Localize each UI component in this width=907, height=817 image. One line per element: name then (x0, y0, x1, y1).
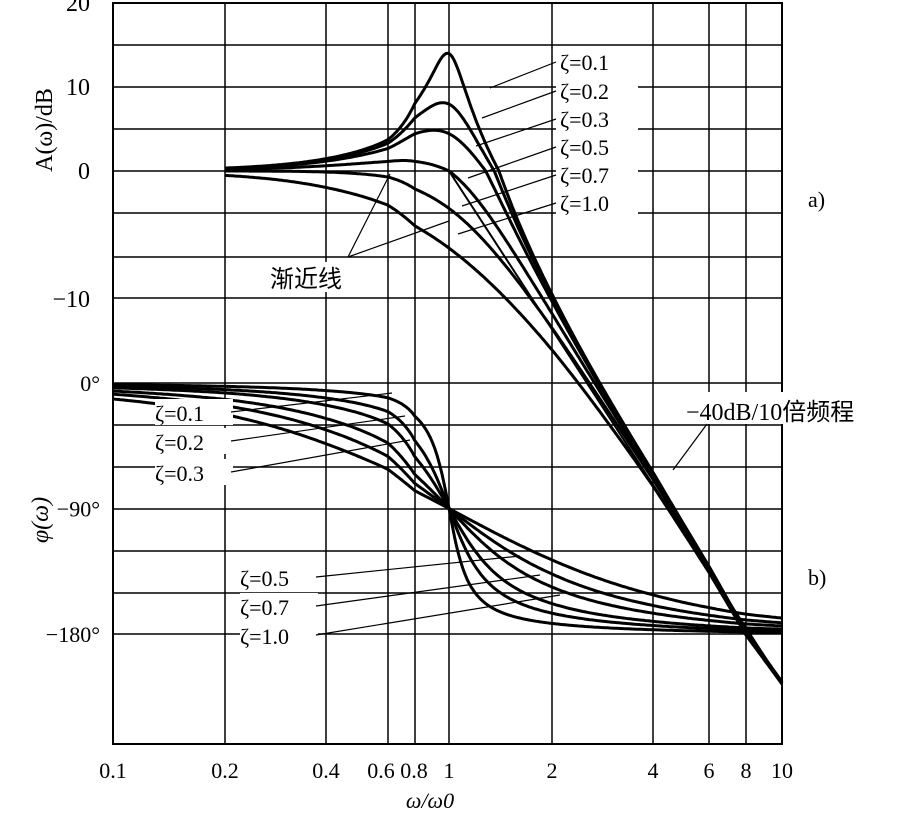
leader-line (457, 202, 557, 235)
y-tick-label-magnitude: 10 (66, 75, 90, 101)
phase-zeta-label: ζ=0.3 (155, 461, 204, 486)
label-background (240, 622, 318, 648)
y-axis-label-magnitude: A(ω)/dB (32, 88, 58, 172)
phase-zeta-label: ζ=0.5 (240, 566, 289, 591)
y-tick-label-phase: −180° (46, 622, 100, 647)
x-tick-label: 0.6 (367, 758, 395, 783)
magnitude-curve-zeta-0.7 (225, 169, 784, 684)
y-tick-label-phase: −90° (57, 497, 100, 522)
leader-line (481, 90, 557, 119)
label-background (684, 392, 907, 424)
x-tick-label: 6 (704, 758, 715, 783)
leader-line (489, 61, 557, 89)
label-background (556, 161, 638, 187)
plot-frame (112, 2, 783, 745)
x-tick-label: 0.1 (99, 758, 127, 783)
leader-line (230, 392, 393, 413)
leader-line (230, 439, 411, 473)
phase-zeta-label: ζ=0.7 (240, 595, 289, 620)
leader-line (467, 146, 557, 179)
leader-line (347, 173, 391, 258)
y-tick-label-magnitude: 0 (78, 159, 90, 185)
x-tick-label: 0.4 (312, 758, 340, 783)
phase-zeta-label: ζ=0.1 (155, 401, 204, 426)
x-axis-label: ω/ω0 (406, 788, 454, 813)
y-tick-label-magnitude: −10 (52, 287, 90, 313)
x-tick-label: 4 (648, 758, 659, 783)
label-background (155, 459, 233, 485)
label-background (155, 428, 233, 454)
y-axis-label-phase: φ(ω) (28, 497, 54, 543)
label-background (556, 77, 638, 103)
magnitude-zeta-label: ζ=0.5 (560, 135, 609, 160)
leader-line (315, 594, 561, 636)
magnitude-zeta-label: ζ=0.3 (560, 107, 609, 132)
panel-tag-a: a) (808, 187, 825, 212)
x-tick-label: 1 (444, 758, 455, 783)
x-tick-label: 2 (547, 758, 558, 783)
label-background (240, 593, 318, 619)
x-tick-label: 10 (771, 758, 793, 783)
leader-line (475, 118, 557, 147)
leader-line (461, 174, 557, 207)
x-tick-label: 0.2 (211, 758, 239, 783)
slope-label: −40dB/10倍频程 (686, 399, 854, 426)
leader-line (315, 555, 521, 578)
label-background (556, 189, 638, 215)
leader-line (230, 415, 406, 442)
label-background (556, 133, 638, 159)
leader-line (672, 423, 708, 471)
label-background (556, 48, 638, 74)
magnitude-zeta-label: ζ=0.7 (560, 163, 609, 188)
y-tick-label-magnitude: 20 (66, 0, 90, 17)
label-background (240, 564, 318, 590)
leader-line (315, 574, 541, 607)
leader-line (347, 220, 450, 258)
label-background (155, 399, 233, 425)
phase-zeta-label: ζ=0.2 (155, 430, 204, 455)
label-background (556, 105, 638, 131)
magnitude-zeta-label: ζ=0.2 (560, 79, 609, 104)
asymptote-label: 渐近线 (270, 266, 342, 293)
label-background (268, 262, 364, 292)
phase-zeta-label: ζ=1.0 (240, 624, 289, 649)
x-tick-label: 0.8 (400, 758, 428, 783)
magnitude-zeta-label: ζ=0.1 (560, 50, 609, 75)
asymptote-line (448, 170, 783, 684)
magnitude-zeta-label: ζ=1.0 (560, 191, 609, 216)
x-tick-label: 8 (741, 758, 752, 783)
y-tick-label-phase: 0° (80, 371, 100, 396)
phase-curve-zeta-1 (112, 397, 783, 620)
panel-tag-b: b) (808, 565, 826, 590)
